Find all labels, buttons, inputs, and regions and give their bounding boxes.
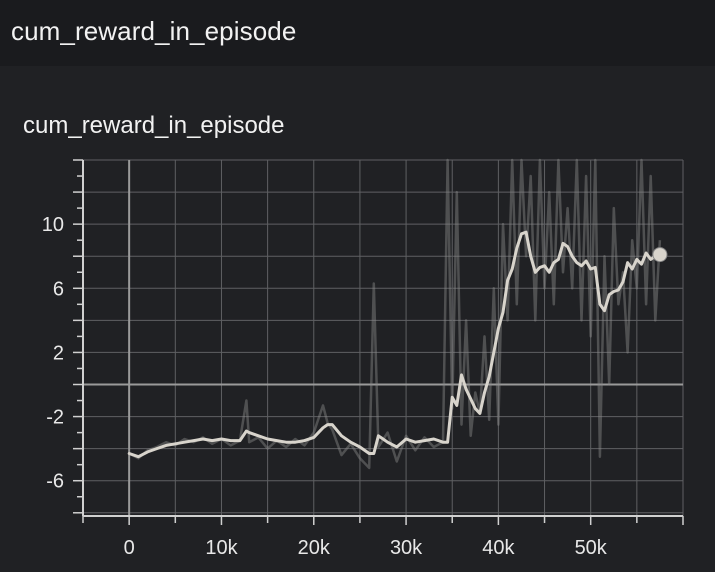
x-tick-label: 40k bbox=[482, 537, 515, 559]
raw-series bbox=[128, 158, 662, 470]
plot-area bbox=[83, 160, 683, 516]
chart-title: cum_reward_in_episode bbox=[23, 112, 285, 139]
x-tick-label: 0 bbox=[124, 537, 135, 559]
header-bar bbox=[0, 0, 715, 66]
y-tick-label: 2 bbox=[53, 342, 64, 364]
smoothed-series-line bbox=[127, 230, 662, 459]
x-tick-label: 30k bbox=[390, 537, 423, 559]
section-title: cum_reward_in_episode bbox=[11, 16, 297, 46]
y-tick-label: 6 bbox=[53, 278, 64, 300]
x-tick-label: 50k bbox=[575, 537, 608, 559]
series-end-marker[interactable] bbox=[652, 247, 668, 263]
x-tick-label: 10k bbox=[205, 537, 238, 559]
x-tick-label: 20k bbox=[298, 537, 331, 559]
y-axis: 10 6 2 -2 -6 bbox=[42, 159, 84, 516]
x-axis: 0 10k 20k 30k 40k 50k bbox=[82, 515, 684, 559]
y-tick-label: -2 bbox=[46, 407, 64, 429]
y-tick-label: 10 bbox=[42, 214, 64, 236]
raw-series-line bbox=[128, 158, 662, 470]
y-tick-label: -6 bbox=[46, 471, 64, 493]
smoothed-series bbox=[127, 230, 662, 459]
